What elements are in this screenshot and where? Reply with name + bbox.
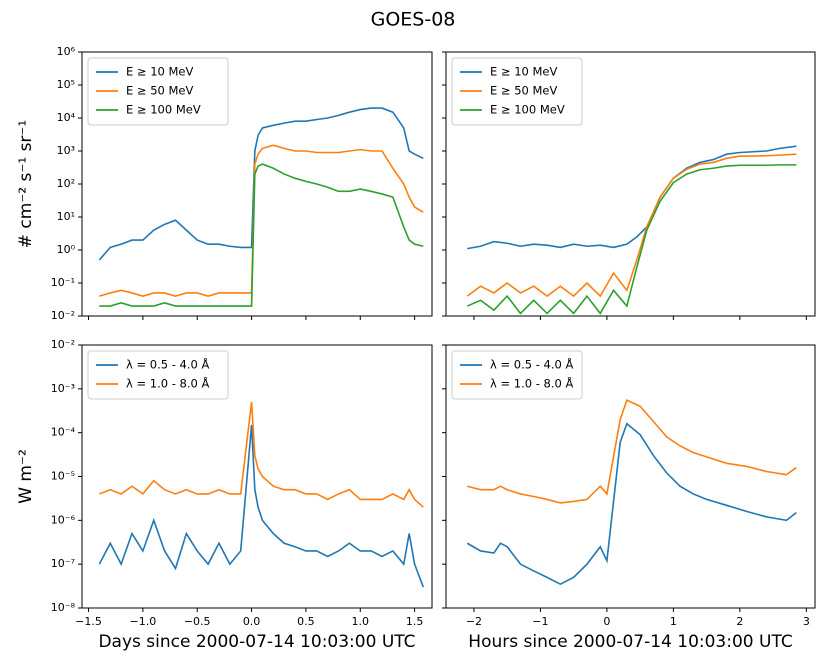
series-line: [98, 107, 424, 261]
legend-label: λ = 1.0 - 8.0 Å: [490, 376, 573, 391]
x-tick-label: 2: [736, 615, 743, 628]
series-line: [99, 144, 424, 297]
legend-label: E ≥ 50 MeV: [490, 84, 557, 98]
y-tick-label: 10⁻⁵: [51, 470, 75, 483]
x-tick-label: 0: [603, 615, 610, 628]
x-tick-label: 1.5: [406, 615, 424, 628]
series-line: [98, 424, 425, 588]
legend-box: [451, 57, 583, 126]
legend-box: [87, 57, 229, 126]
y-tick-label: 10⁻²: [51, 309, 75, 322]
legend-label: E ≥ 100 MeV: [126, 103, 201, 117]
legend-box: [87, 350, 229, 400]
y-tick-label: 10⁻⁶: [51, 513, 76, 526]
y-tick-label: 10⁻⁴: [51, 426, 76, 439]
y-tick-label: 10⁻⁸: [51, 601, 76, 614]
legend-label: λ = 1.0 - 8.0 Å: [126, 376, 209, 391]
legend-label: E ≥ 10 MeV: [126, 65, 193, 79]
x-tick-label: −1.5: [75, 615, 102, 628]
x-tick-label: 0.5: [297, 615, 315, 628]
series-line: [467, 399, 797, 504]
series-line: [99, 401, 424, 508]
y-tick-label: 10⁶: [57, 45, 76, 58]
series-line: [99, 163, 424, 307]
series-line: [466, 422, 797, 586]
y-tick-label: 10⁰: [57, 243, 76, 256]
legend-label: λ = 0.5 - 4.0 Å: [126, 357, 209, 372]
x-tick-label: −2: [466, 615, 482, 628]
y-tick-label: 10²: [57, 177, 75, 190]
x-tick-label: 1: [670, 615, 677, 628]
y-tick-label: 10⁻⁷: [51, 557, 75, 570]
x-tick-label: 0.0: [243, 615, 261, 628]
series-line: [467, 145, 797, 250]
legend-label: E ≥ 50 MeV: [126, 84, 193, 98]
y-tick-label: 10⁻²: [51, 338, 75, 351]
x-axis-label: Hours since 2000-07-14 10:03:00 UTC: [468, 632, 792, 652]
series-line: [466, 153, 797, 298]
x-tick-label: −1.0: [130, 615, 157, 628]
x-tick-label: −1: [532, 615, 548, 628]
y-axis-label: W m⁻²: [16, 449, 36, 504]
legend-box: [451, 350, 583, 400]
x-tick-label: 3: [803, 615, 810, 628]
y-tick-label: 10⁻¹: [51, 276, 75, 289]
x-tick-label: 1.0: [352, 615, 370, 628]
y-tick-label: 10⁴: [57, 111, 76, 124]
y-tick-label: 10¹: [57, 210, 75, 223]
y-axis-label: # cm⁻² s⁻¹ sr⁻¹: [16, 120, 36, 248]
series-line: [466, 164, 797, 315]
y-tick-label: 10³: [57, 144, 75, 157]
y-tick-label: 10⁵: [57, 78, 75, 91]
x-axis-label: Days since 2000-07-14 10:03:00 UTC: [98, 632, 415, 652]
figure-title: GOES-08: [371, 9, 456, 31]
legend-label: E ≥ 100 MeV: [490, 103, 565, 117]
legend-label: λ = 0.5 - 4.0 Å: [490, 357, 573, 372]
legend-label: E ≥ 10 MeV: [490, 65, 557, 79]
x-tick-label: −0.5: [184, 615, 211, 628]
y-tick-label: 10⁻³: [51, 382, 75, 395]
